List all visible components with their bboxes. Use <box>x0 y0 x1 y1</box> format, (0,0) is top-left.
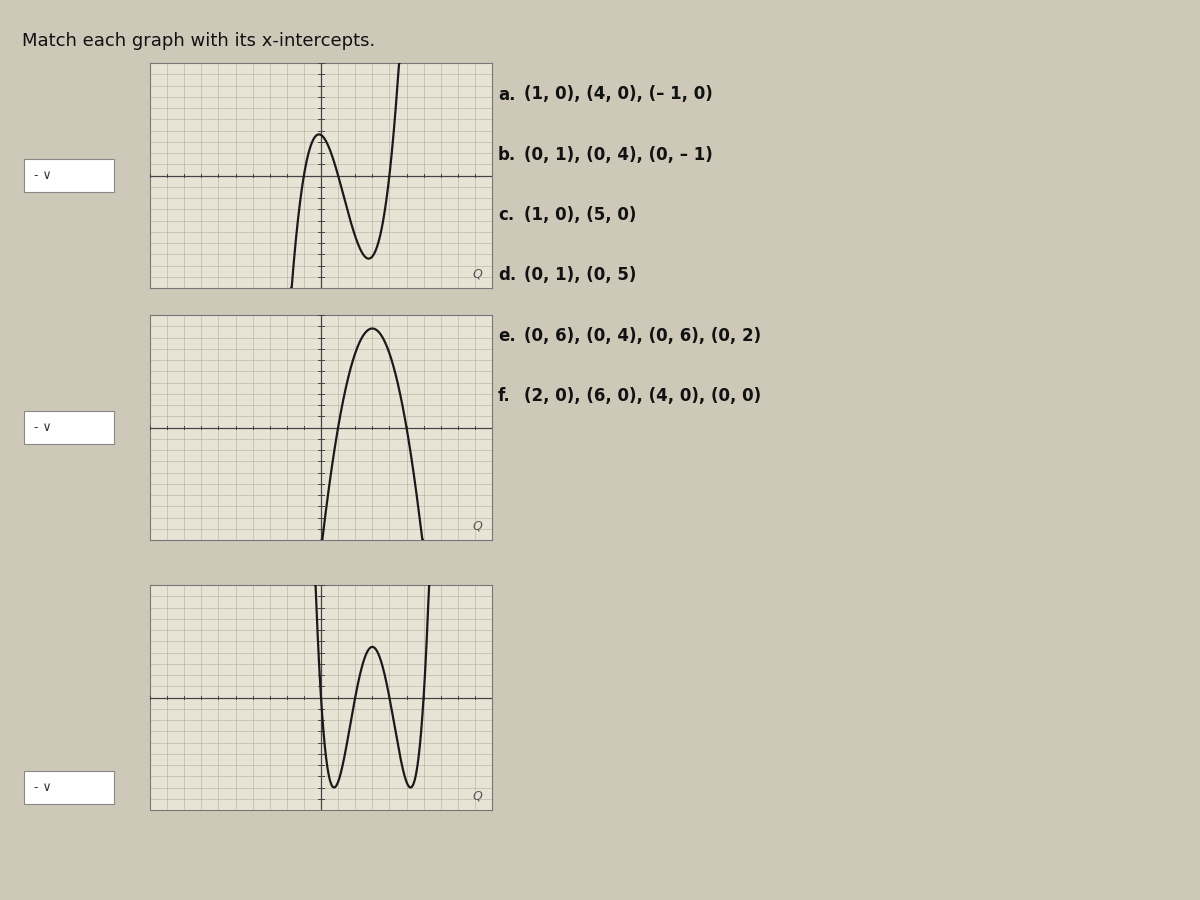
Text: (0, 1), (0, 5): (0, 1), (0, 5) <box>524 266 637 284</box>
Text: a.: a. <box>498 86 516 104</box>
Text: (0, 6), (0, 4), (0, 6), (0, 2): (0, 6), (0, 4), (0, 6), (0, 2) <box>524 327 762 345</box>
Text: (0, 1), (0, 4), (0, – 1): (0, 1), (0, 4), (0, – 1) <box>524 146 713 164</box>
Text: - ∨: - ∨ <box>34 781 52 794</box>
Text: (1, 0), (5, 0): (1, 0), (5, 0) <box>524 206 637 224</box>
Text: Q: Q <box>473 520 482 533</box>
Text: c.: c. <box>498 206 515 224</box>
Text: d.: d. <box>498 266 516 284</box>
Text: (2, 0), (6, 0), (4, 0), (0, 0): (2, 0), (6, 0), (4, 0), (0, 0) <box>524 387 762 405</box>
Text: e.: e. <box>498 327 516 345</box>
Text: (1, 0), (4, 0), (– 1, 0): (1, 0), (4, 0), (– 1, 0) <box>524 86 713 104</box>
Text: - ∨: - ∨ <box>34 169 52 182</box>
Text: Match each graph with its x-intercepts.: Match each graph with its x-intercepts. <box>22 32 374 50</box>
Text: f.: f. <box>498 387 511 405</box>
Text: - ∨: - ∨ <box>34 421 52 434</box>
Text: b.: b. <box>498 146 516 164</box>
Text: Q: Q <box>473 790 482 803</box>
Text: Q: Q <box>473 268 482 281</box>
